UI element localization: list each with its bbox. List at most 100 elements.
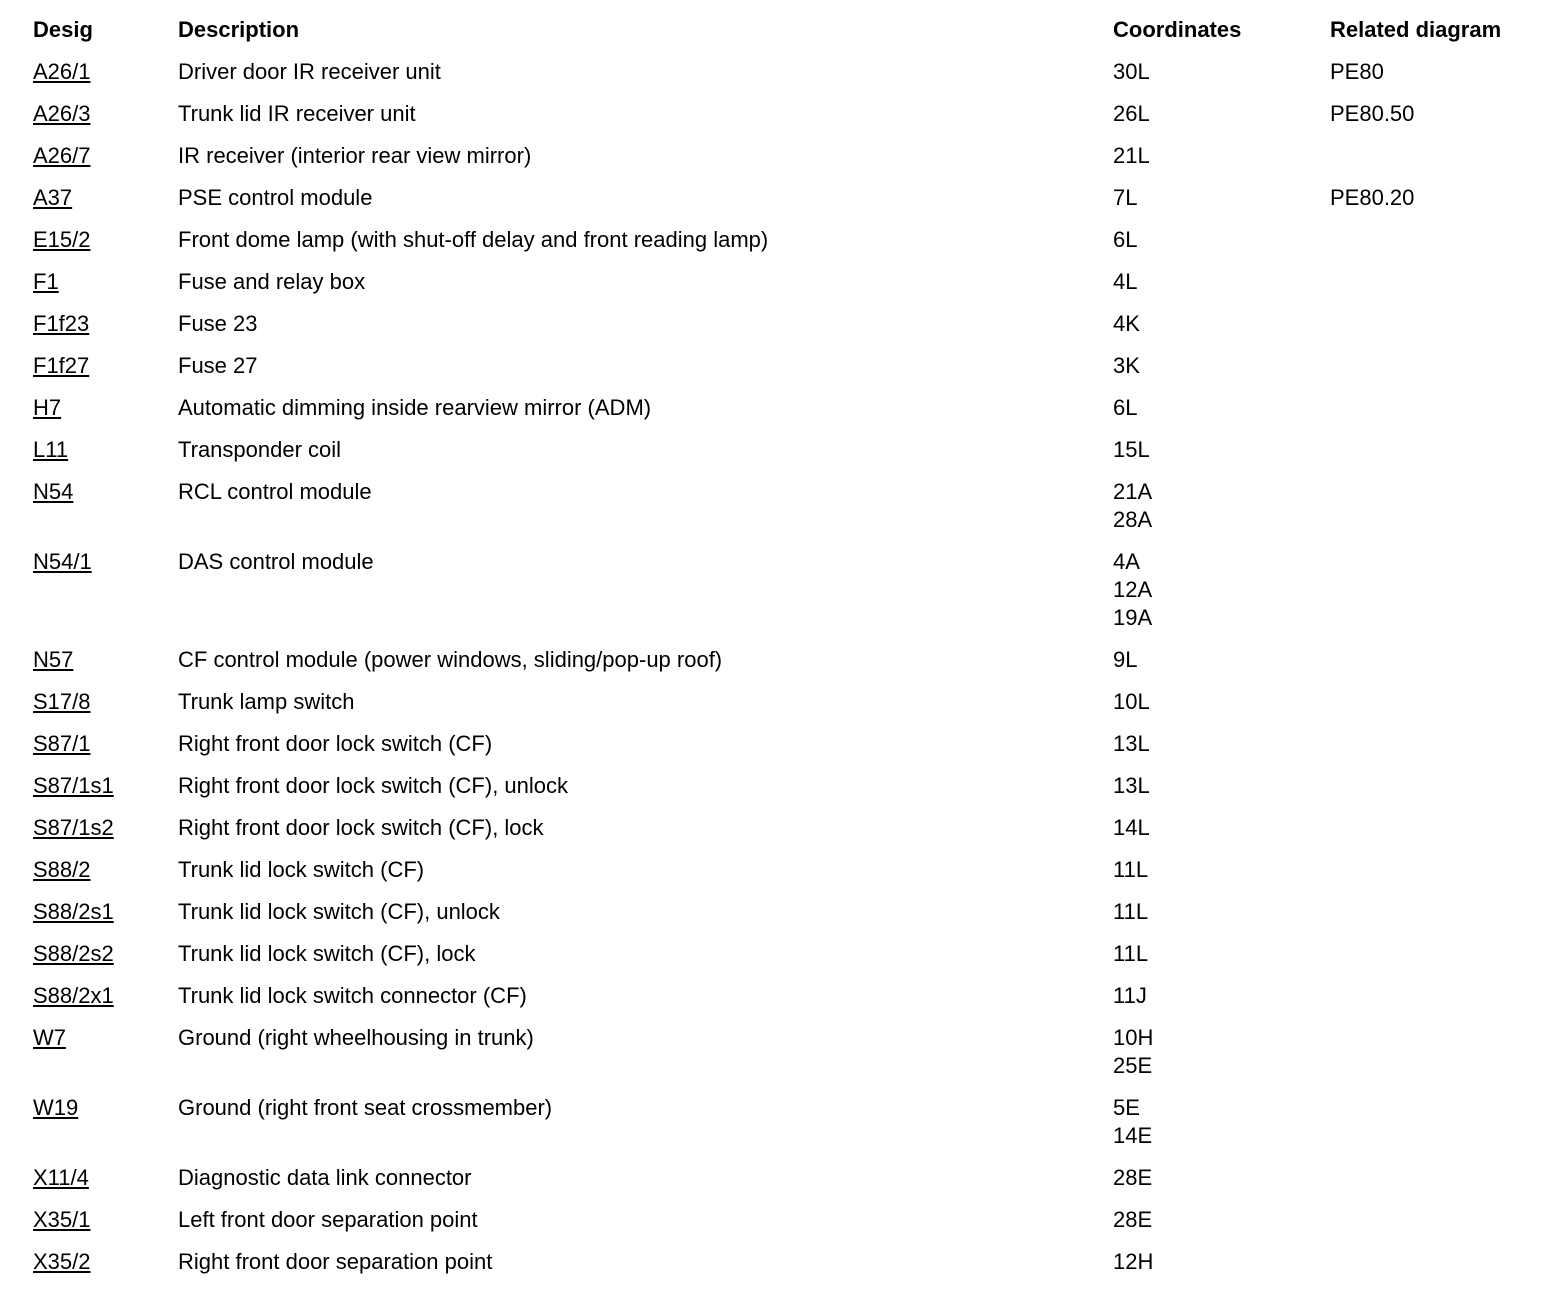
- desig-link[interactable]: H7: [33, 395, 62, 420]
- coordinate-value: 13L: [1113, 731, 1150, 756]
- coordinate-value: 11L: [1113, 857, 1149, 882]
- desig-cell: W7: [33, 1024, 178, 1052]
- desig-link[interactable]: A26/1: [33, 59, 91, 84]
- desig-link[interactable]: S88/2x1: [33, 983, 114, 1008]
- coordinates-cell: 10H 25E: [1113, 1024, 1330, 1080]
- coordinate-value: 25E: [1113, 1053, 1153, 1078]
- coordinates-cell: 28E: [1113, 1164, 1330, 1192]
- coordinate-value: 11L: [1113, 899, 1149, 924]
- desig-cell: S88/2s2: [33, 940, 178, 968]
- desig-cell: S87/1s2: [33, 814, 178, 842]
- desig-link[interactable]: A26/3: [33, 101, 91, 126]
- coordinate-value: 21L: [1113, 143, 1150, 168]
- coordinates-cell: 11L: [1113, 898, 1330, 926]
- table-row: N54 RCL control module 21A 28A: [33, 478, 1548, 548]
- description-cell: RCL control module: [178, 479, 372, 504]
- coordinate-value: 28E: [1113, 1165, 1153, 1190]
- description-cell: Ground (right wheelhousing in trunk): [178, 1025, 534, 1050]
- desig-link[interactable]: S88/2: [33, 857, 91, 882]
- coordinate-value: 14E: [1113, 1123, 1153, 1148]
- column-header-related-diagram: Related diagram: [1330, 17, 1502, 42]
- desig-cell: S88/2: [33, 856, 178, 884]
- desig-link[interactable]: S88/2s2: [33, 941, 114, 966]
- desig-cell: H7: [33, 394, 178, 422]
- table-row: X11/4 Diagnostic data link connector 28E: [33, 1164, 1548, 1206]
- table-row: A26/7 IR receiver (interior rear view mir…: [33, 142, 1548, 184]
- desig-link[interactable]: E15/2: [33, 227, 91, 252]
- desig-cell: N54/1: [33, 548, 178, 576]
- description-cell: Trunk lamp switch: [178, 689, 355, 714]
- desig-link[interactable]: W19: [33, 1095, 79, 1120]
- desig-link[interactable]: S17/8: [33, 689, 91, 714]
- table-row: L11 Transponder coil 15L: [33, 436, 1548, 478]
- description-cell: PSE control module: [178, 185, 373, 210]
- desig-link[interactable]: X35/1: [33, 1207, 91, 1232]
- coordinates-cell: 6L: [1113, 226, 1330, 254]
- coordinate-value: 10L: [1113, 689, 1150, 714]
- coordinate-value: 11J: [1113, 983, 1147, 1008]
- desig-link[interactable]: N54/1: [33, 549, 92, 574]
- desig-link[interactable]: S87/1: [33, 731, 91, 756]
- desig-link[interactable]: X35/2: [33, 1249, 91, 1274]
- coordinates-cell: 21A 28A: [1113, 478, 1330, 534]
- table-row: S88/2s2 Trunk lid lock switch (CF), lock 1…: [33, 940, 1548, 982]
- description-cell: Trunk lid lock switch (CF): [178, 857, 425, 882]
- coordinates-cell: 7L: [1113, 184, 1330, 212]
- coordinate-value: 4K: [1113, 311, 1140, 336]
- coordinates-cell: 15L: [1113, 436, 1330, 464]
- coordinates-cell: 5E 14E: [1113, 1094, 1330, 1150]
- desig-cell: X35/1: [33, 1206, 178, 1234]
- table-row: S88/2x1 Trunk lid lock switch connector (…: [33, 982, 1548, 1024]
- table-row: F1f23 Fuse 23 4K: [33, 310, 1548, 352]
- table-row: E15/2 Front dome lamp (with shut-off dela…: [33, 226, 1548, 268]
- coordinate-value: 19A: [1113, 605, 1153, 630]
- coordinates-cell: 21L: [1113, 142, 1330, 170]
- desig-link[interactable]: W7: [33, 1025, 66, 1050]
- desig-cell: L11: [33, 436, 178, 464]
- desig-link[interactable]: S87/1s1: [33, 773, 114, 798]
- coordinate-value: 15L: [1113, 437, 1150, 462]
- coordinate-value: 9L: [1113, 647, 1138, 672]
- desig-cell: N57: [33, 646, 178, 674]
- desig-link[interactable]: A26/7: [33, 143, 91, 168]
- coordinates-cell: 4L: [1113, 268, 1330, 296]
- desig-link[interactable]: F1: [33, 269, 59, 294]
- coordinate-value: 28E: [1113, 1207, 1153, 1232]
- coordinates-cell: 6L: [1113, 394, 1330, 422]
- coordinate-value: 21A: [1113, 479, 1153, 504]
- desig-link[interactable]: L11: [33, 437, 69, 462]
- description-cell: Trunk lid IR receiver unit: [178, 101, 416, 126]
- desig-cell: S87/1s1: [33, 772, 178, 800]
- column-header-coordinates: Coordinates: [1113, 17, 1242, 42]
- description-cell: IR receiver (interior rear view mirror): [178, 143, 532, 168]
- desig-link[interactable]: S88/2s1: [33, 899, 114, 924]
- table-row: F1f27 Fuse 27 3K: [33, 352, 1548, 394]
- desig-link[interactable]: F1f23: [33, 311, 90, 336]
- coordinate-value: 10H: [1113, 1025, 1154, 1050]
- table-row: N54/1 DAS control module 4A 12A 19A: [33, 548, 1548, 646]
- table-row: S87/1s1 Right front door lock switch (CF)…: [33, 772, 1548, 814]
- description-cell: Transponder coil: [178, 437, 342, 462]
- coordinate-value: 12H: [1113, 1249, 1154, 1274]
- coordinate-value: 28A: [1113, 507, 1153, 532]
- desig-link[interactable]: F1f27: [33, 353, 90, 378]
- table-row: S87/1s2 Right front door lock switch (CF)…: [33, 814, 1548, 856]
- coordinates-cell: 12H: [1113, 1248, 1330, 1276]
- table-row: X35/1 Left front door separation point 28E: [33, 1206, 1548, 1248]
- desig-cell: A26/1: [33, 58, 178, 86]
- description-cell: Automatic dimming inside rearview mirror…: [178, 395, 652, 420]
- desig-link[interactable]: X11/4: [33, 1165, 89, 1190]
- desig-cell: S17/8: [33, 688, 178, 716]
- table-row: F1 Fuse and relay box 4L: [33, 268, 1548, 310]
- desig-link[interactable]: N57: [33, 647, 74, 672]
- desig-link[interactable]: S87/1s2: [33, 815, 114, 840]
- coordinates-cell: 10L: [1113, 688, 1330, 716]
- coordinates-cell: 26L: [1113, 100, 1330, 128]
- table-row: S17/8 Trunk lamp switch 10L: [33, 688, 1548, 730]
- coordinate-value: 11L: [1113, 941, 1149, 966]
- table-row: S88/2s1 Trunk lid lock switch (CF), unloc…: [33, 898, 1548, 940]
- table-header-row: Desig Description Coordinates Related di…: [33, 16, 1548, 58]
- desig-link[interactable]: A37: [33, 185, 73, 210]
- desig-link[interactable]: N54: [33, 479, 74, 504]
- desig-cell: A37: [33, 184, 178, 212]
